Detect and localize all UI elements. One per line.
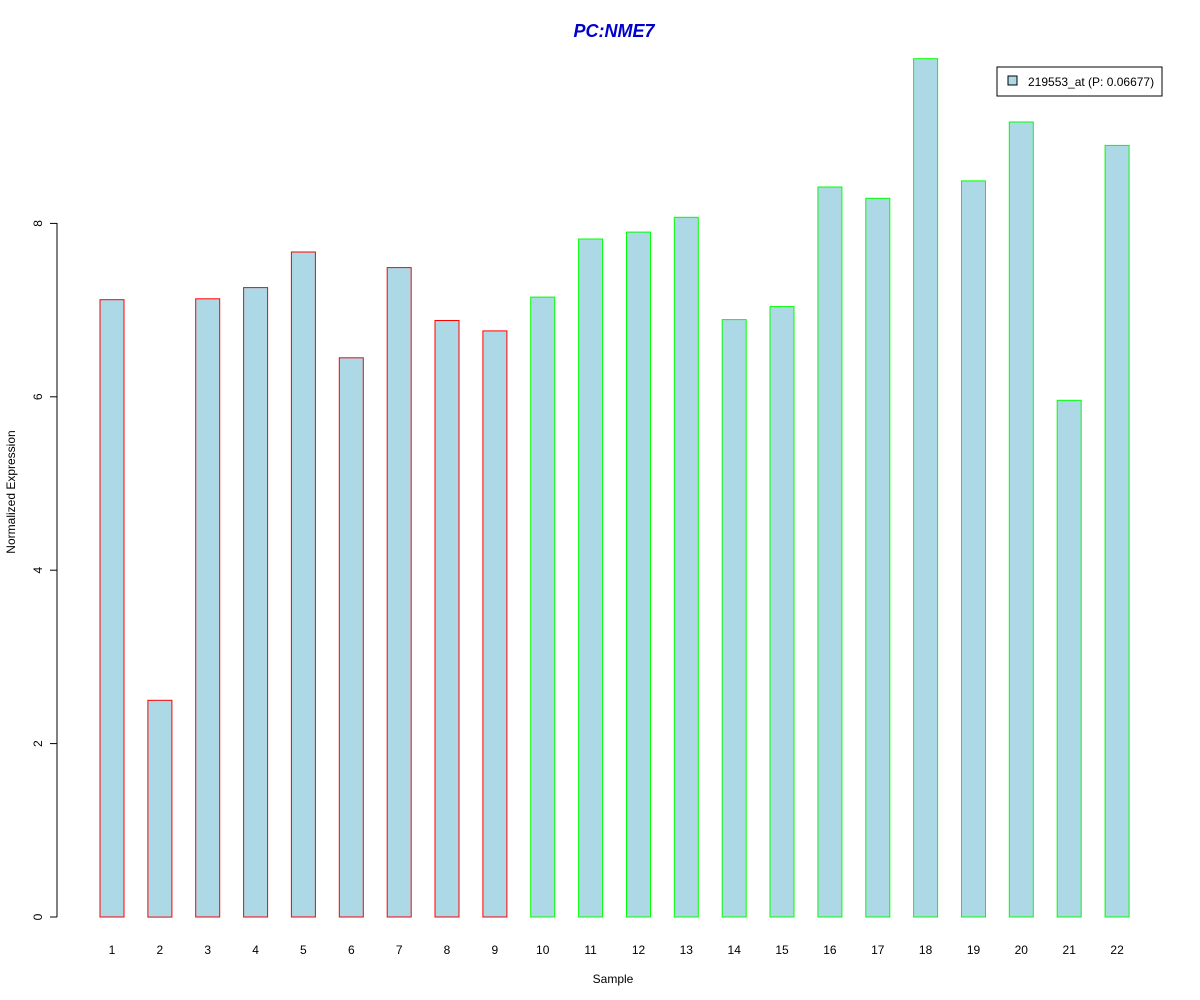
bar-sample-16 xyxy=(817,186,843,918)
bar-sample-15 xyxy=(769,306,795,918)
x-tick-label: 10 xyxy=(536,943,550,957)
x-tick-label: 3 xyxy=(204,943,211,957)
bar-sample-20 xyxy=(1008,121,1034,918)
x-tick-label: 21 xyxy=(1063,943,1077,957)
bar-sample-13 xyxy=(673,216,699,918)
x-tick-label: 18 xyxy=(919,943,933,957)
bar-sample-5 xyxy=(290,251,316,918)
chart-title: PC:NME7 xyxy=(573,21,655,41)
y-tick-label: 0 xyxy=(31,913,45,920)
x-axis-label: Sample xyxy=(593,972,634,986)
bar-sample-22 xyxy=(1104,144,1130,918)
y-tick-label: 6 xyxy=(31,393,45,400)
bar-sample-18 xyxy=(913,58,939,918)
x-tick-label: 14 xyxy=(728,943,742,957)
legend: 219553_at (P: 0.06677) xyxy=(996,66,1163,97)
x-tick-label: 1 xyxy=(109,943,116,957)
y-axis-label: Normalized Expression xyxy=(4,430,18,553)
legend-box xyxy=(996,66,1163,97)
x-tick-label: 11 xyxy=(584,943,597,957)
bar-sample-19 xyxy=(961,180,986,918)
x-tick-label: 15 xyxy=(775,943,789,957)
x-tick-label: 6 xyxy=(348,943,355,957)
bar-sample-3 xyxy=(195,298,221,918)
bar-sample-1 xyxy=(99,299,125,918)
y-tick-label: 8 xyxy=(31,220,45,227)
x-tick-label: 12 xyxy=(632,943,646,957)
bar-sample-7 xyxy=(386,267,412,918)
x-tick-label: 20 xyxy=(1015,943,1029,957)
x-tick-label: 22 xyxy=(1110,943,1124,957)
bar-sample-6 xyxy=(338,357,364,918)
y-tick-label: 2 xyxy=(31,740,45,747)
bar-sample-10 xyxy=(530,296,556,918)
y-axis-ticks: 0 2 4 6 8 xyxy=(31,220,57,920)
x-tick-label: 9 xyxy=(492,943,499,957)
legend-swatch xyxy=(1007,75,1018,86)
y-tick-label: 4 xyxy=(31,567,45,574)
x-tick-label: 8 xyxy=(444,943,451,957)
x-tick-label: 4 xyxy=(252,943,259,957)
legend-label: 219553_at (P: 0.06677) xyxy=(1028,75,1154,89)
bar-sample-14 xyxy=(721,319,747,918)
bar-sample-4 xyxy=(243,287,269,918)
bars-group xyxy=(99,58,1130,918)
bar-sample-9 xyxy=(482,330,508,918)
bar-sample-17 xyxy=(865,197,891,918)
bar-sample-8 xyxy=(434,320,460,918)
bar-sample-2 xyxy=(147,699,173,918)
x-tick-label: 5 xyxy=(300,943,307,957)
x-tick-label: 7 xyxy=(396,943,403,957)
x-tick-label: 16 xyxy=(823,943,837,957)
x-axis-tick-labels: 1 2 3 4 5 6 7 8 9 10 11 12 13 14 15 16 17 18 19 20 21 22 xyxy=(109,943,1124,957)
bar-sample-11 xyxy=(578,238,604,918)
x-tick-label: 17 xyxy=(871,943,885,957)
bar-sample-21 xyxy=(1056,399,1082,918)
x-tick-label: 19 xyxy=(967,943,981,957)
x-tick-label: 2 xyxy=(157,943,164,957)
x-tick-label: 13 xyxy=(680,943,694,957)
bar-sample-12 xyxy=(626,231,651,918)
